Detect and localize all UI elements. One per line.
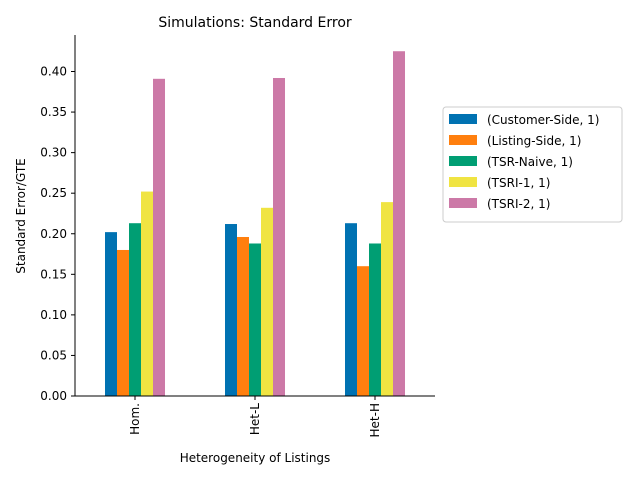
y-tick-label: 0.25 [40, 186, 67, 200]
y-tick-label: 0.15 [40, 267, 67, 281]
x-tick-label: Hom. [128, 403, 142, 435]
bar-series-2-1 [249, 243, 261, 396]
legend-box [442, 106, 623, 223]
bar-series-0-0 [105, 232, 117, 396]
bar-series-1-0 [117, 249, 129, 396]
legend-swatch [449, 135, 477, 145]
y-tick-label: 0.10 [40, 308, 67, 322]
y-tick-label: 0.35 [40, 105, 67, 119]
legend-swatch [449, 198, 477, 208]
bar-series-4-2 [393, 51, 405, 396]
x-tick-label: Het-L [248, 403, 262, 435]
bar-series-0-2 [345, 223, 357, 396]
bar-series-4-0 [153, 78, 165, 397]
y-axis: 0.00 0.05 0.10 0.15 0.20 0.25 0.30 0.35 0.40 [40, 35, 76, 403]
y-tick-label: 0.40 [40, 65, 67, 79]
plot-area [105, 51, 405, 397]
bar-series-0-1 [225, 224, 237, 396]
legend-swatch [449, 114, 477, 124]
y-tick-label: 0.30 [40, 146, 67, 160]
x-axis-label: Heterogeneity of Listings [180, 451, 331, 465]
chart-title: Simulations: Standard Error [158, 15, 352, 31]
legend-entry: (TSRI-2, 1) [487, 197, 550, 211]
legend-entry: (TSR-Naive, 1) [487, 155, 573, 169]
bar-series-1-2 [357, 266, 369, 396]
legend-entry: (Customer-Side, 1) [487, 113, 599, 127]
y-tick-label: 0.05 [40, 348, 67, 362]
x-axis: Hom. Het-L Het-H [75, 395, 435, 437]
bar-series-3-1 [261, 207, 273, 396]
y-tick-label: 0.00 [40, 389, 67, 403]
legend-entry: (TSRI-1, 1) [487, 176, 550, 190]
legend-swatch [449, 177, 477, 187]
y-tick-label: 0.20 [40, 227, 67, 241]
bar-series-3-0 [141, 191, 153, 396]
bar-series-4-1 [273, 77, 285, 396]
legend: (Customer-Side, 1) (Listing-Side, 1) (TSR-… [442, 106, 623, 223]
y-axis-label: Standard Error/GTE [14, 158, 28, 273]
bar-series-2-2 [369, 243, 381, 396]
legend-swatch [449, 156, 477, 166]
x-tick-label: Het-H [368, 403, 382, 437]
bar-series-2-0 [129, 223, 141, 396]
bar-series-3-2 [381, 202, 393, 396]
legend-entry: (Listing-Side, 1) [487, 134, 581, 148]
bar-series-1-1 [237, 236, 249, 396]
